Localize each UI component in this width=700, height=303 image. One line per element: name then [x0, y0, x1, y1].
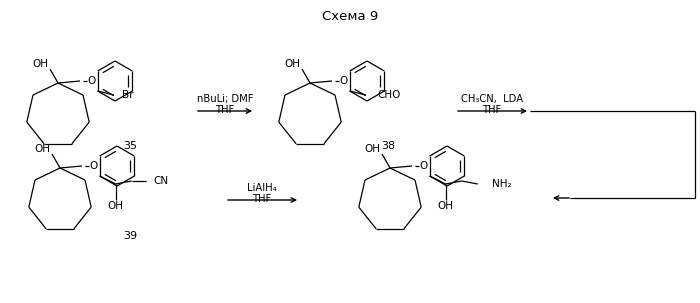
- Text: O: O: [339, 76, 347, 86]
- Text: 38: 38: [381, 141, 395, 151]
- Text: NH₂: NH₂: [491, 179, 511, 189]
- Text: OH: OH: [284, 59, 300, 69]
- Text: nBuLi; DMF: nBuLi; DMF: [197, 94, 253, 104]
- Text: THF: THF: [216, 105, 234, 115]
- Text: O: O: [89, 161, 97, 171]
- Text: CN: CN: [154, 176, 169, 186]
- Text: THF: THF: [482, 105, 502, 115]
- Text: OH: OH: [438, 201, 454, 211]
- Text: CHO: CHO: [378, 90, 401, 100]
- Text: Схема 9: Схема 9: [322, 10, 378, 23]
- Text: O: O: [87, 76, 95, 86]
- Text: 39: 39: [123, 231, 137, 241]
- Text: 35: 35: [123, 141, 137, 151]
- Text: CH₃CN,  LDA: CH₃CN, LDA: [461, 94, 523, 104]
- Text: O: O: [419, 161, 427, 171]
- Text: THF: THF: [253, 194, 272, 204]
- Text: OH: OH: [108, 201, 124, 211]
- Text: OH: OH: [364, 144, 380, 154]
- Text: OH: OH: [34, 144, 50, 154]
- Text: LiAlH₄: LiAlH₄: [247, 183, 276, 193]
- Text: OH: OH: [32, 59, 48, 69]
- Text: Br: Br: [122, 90, 133, 100]
